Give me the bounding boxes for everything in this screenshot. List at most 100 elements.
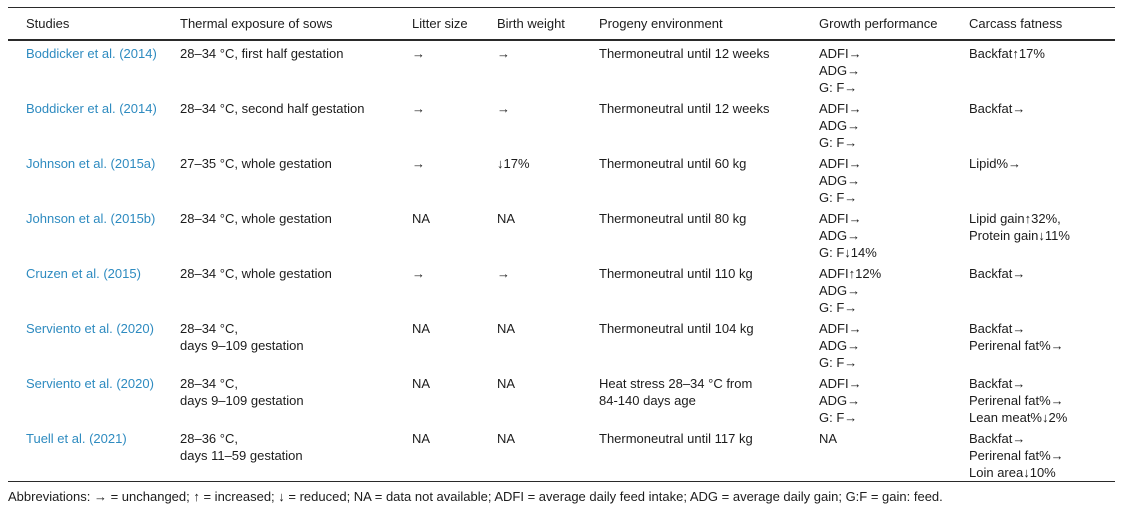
table-wrap: Studies Thermal exposure of sows Litter … [8,7,1115,481]
cell-line: NA [497,376,516,391]
cell-growth: ADFI→ ADG→ G: F→ [819,40,969,96]
cell-birth: NA [497,316,599,371]
cell-carcass: Backfat→ Perirenal fat%→ Loin area↓10% [969,426,1115,481]
study-link[interactable]: Cruzen et al. (2015) [26,266,141,281]
cell-studies: Serviento et al. (2020) [8,371,180,426]
cell-growth: NA [819,426,969,481]
cell-line: NA [412,321,431,336]
cell-line: NA [497,321,516,336]
cell-line: G: F→ [819,355,858,370]
cell-line: days 11–59 gestation [180,448,303,463]
table-row: Johnson et al. (2015b) 28–34 °C, whole ge… [8,206,1115,261]
table-row: Boddicker et al. (2014) 28–34 °C, second … [8,96,1115,151]
cell-studies: Johnson et al. (2015a) [8,151,180,206]
cell-studies: Johnson et al. (2015b) [8,206,180,261]
cell-progeny: Thermoneutral until 110 kg [599,261,819,316]
cell-line: ADG→ [819,118,861,133]
cell-line: ADFI→ [819,321,862,336]
cell-line: Perirenal fat%→ [969,448,1064,463]
cell-line: Lipid%→ [969,156,1022,171]
cell-line: NA [412,431,431,446]
cell-line: NA [497,211,516,226]
cell-line: → [412,46,425,61]
cell-thermal: 28–34 °C, days 9–109 gestation [180,371,412,426]
cell-line: NA [412,376,431,391]
cell-line: ADG→ [819,393,861,408]
cell-line: NA [819,431,838,446]
cell-thermal: 28–34 °C, first half gestation [180,40,412,96]
table-row: Serviento et al. (2020) 28–34 °C, days 9–1… [8,316,1115,371]
cell-line: 28–34 °C, [180,376,238,391]
abbreviations-note: Abbreviations: → = unchanged; ↑ = increa… [8,481,1115,505]
cell-litter: → [412,261,497,316]
column-header-progeny-environment: Progeny environment [599,7,819,41]
cell-thermal: 28–34 °C, days 9–109 gestation [180,316,412,371]
cell-litter: → [412,96,497,151]
cell-growth: ADFI→ ADG→ G: F→ [819,371,969,426]
cell-studies: Boddicker et al. (2014) [8,40,180,96]
cell-line: Thermoneutral until 60 kg [599,156,747,171]
cell-line: Backfat→ [969,321,1026,336]
cell-line: → [412,101,425,116]
cell-progeny: Thermoneutral until 12 weeks [599,96,819,151]
cell-growth: ADFI→ ADG→ G: F→ [819,151,969,206]
cell-birth: NA [497,426,599,481]
cell-growth: ADFI→ ADG→ G: F↓14% [819,206,969,261]
cell-line: ADG→ [819,63,861,78]
cell-line: ADFI→ [819,46,862,61]
cell-line: Thermoneutral until 12 weeks [599,101,770,116]
cell-line: Backfat→ [969,266,1026,281]
table-header: Studies Thermal exposure of sows Litter … [8,7,1115,41]
cell-growth: ADFI→ ADG→ G: F→ [819,96,969,151]
cell-progeny: Thermoneutral until 12 weeks [599,40,819,96]
cell-studies: Serviento et al. (2020) [8,316,180,371]
cell-line: ADFI↑12% [819,266,882,281]
cell-carcass: Lipid%→ [969,151,1115,206]
cell-line: days 9–109 gestation [180,338,304,353]
cell-line: G: F→ [819,410,858,425]
study-link[interactable]: Serviento et al. (2020) [26,321,154,336]
cell-line: Backfat→ [969,376,1026,391]
cell-line: Backfat→ [969,431,1026,446]
column-header-birth-weight: Birth weight [497,7,599,41]
cell-line: Backfat↑17% [969,46,1045,61]
study-link[interactable]: Johnson et al. (2015b) [26,211,156,226]
cell-litter: → [412,151,497,206]
column-header-studies: Studies [8,7,180,41]
cell-birth: ↓17% [497,151,599,206]
cell-growth: ADFI→ ADG→ G: F→ [819,316,969,371]
cell-line: ADFI→ [819,101,862,116]
cell-litter: → [412,40,497,96]
cell-progeny: Thermoneutral until 80 kg [599,206,819,261]
cell-line: G: F→ [819,80,858,95]
cell-line: Loin area↓10% [969,465,1056,480]
cell-line: ADG→ [819,338,861,353]
cell-line: 28–36 °C, [180,431,238,446]
cell-litter: NA [412,316,497,371]
cell-line: ADFI→ [819,211,862,226]
cell-line: 28–34 °C, [180,321,238,336]
cell-line: Protein gain↓11% [969,228,1070,243]
cell-birth: → [497,40,599,96]
cell-line: ADG→ [819,173,861,188]
cell-line: days 9–109 gestation [180,393,304,408]
cell-birth: → [497,261,599,316]
cell-line: G: F→ [819,135,858,150]
cell-line: 28–34 °C, whole gestation [180,266,332,281]
cell-line: Heat stress 28–34 °C from [599,376,753,391]
table-body: Boddicker et al. (2014) 28–34 °C, first h… [8,40,1115,481]
cell-line: Perirenal fat%→ [969,338,1064,353]
study-link[interactable]: Johnson et al. (2015a) [26,156,156,171]
study-link[interactable]: Boddicker et al. (2014) [26,46,157,61]
cell-progeny: Thermoneutral until 104 kg [599,316,819,371]
cell-line: 84-140 days age [599,393,696,408]
cell-carcass: Backfat→ [969,96,1115,151]
cell-carcass: Backfat→ Perirenal fat%→ Lean meat%↓2% [969,371,1115,426]
cell-line: NA [497,431,516,446]
study-link[interactable]: Serviento et al. (2020) [26,376,154,391]
table-row: Boddicker et al. (2014) 28–34 °C, first h… [8,40,1115,96]
table-row: Johnson et al. (2015a) 27–35 °C, whole ge… [8,151,1115,206]
study-link[interactable]: Boddicker et al. (2014) [26,101,157,116]
study-link[interactable]: Tuell et al. (2021) [26,431,127,446]
cell-progeny: Thermoneutral until 60 kg [599,151,819,206]
